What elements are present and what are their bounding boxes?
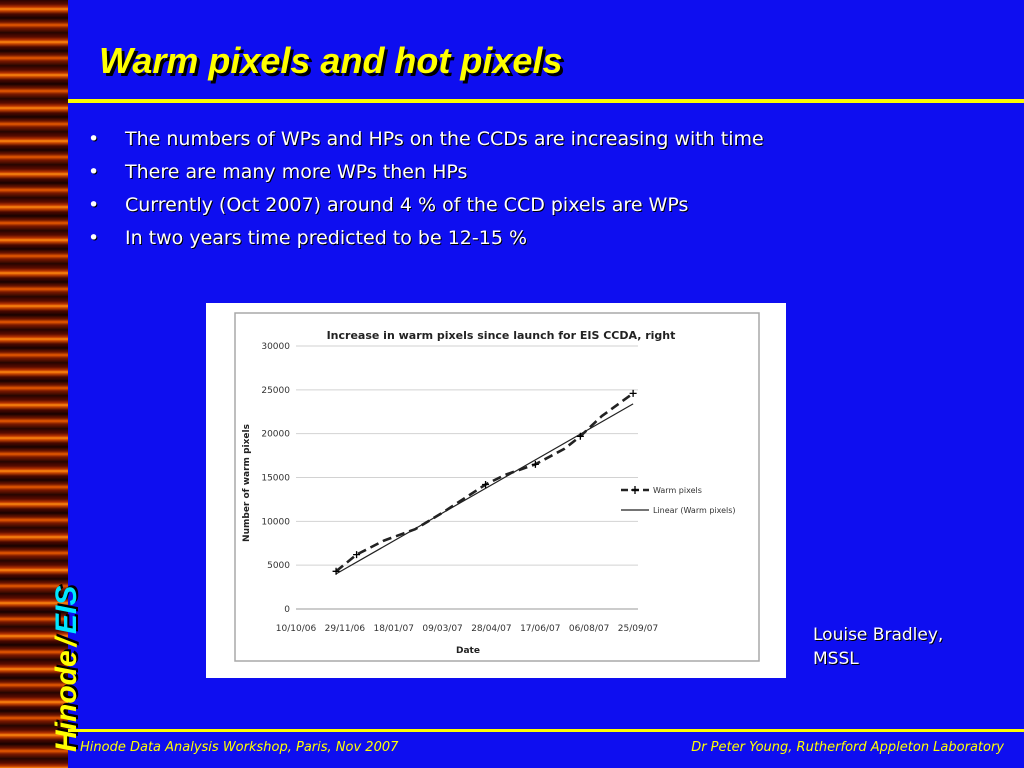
chart-panel: Increase in warm pixels since launch for… [206,303,786,678]
y-tick-label: 5000 [267,561,290,571]
credit-name: Louise Bradley, [813,625,944,645]
title-divider [68,99,1024,103]
y-tick-label: 10000 [261,517,290,527]
x-tick-label: 25/09/07 [618,624,658,634]
data-point-marker [353,551,361,559]
x-tick-label: 06/08/07 [569,624,609,634]
data-point-marker [629,389,637,397]
bullet-item: In two years time predicted to be 12-15 … [88,223,764,256]
chart-title: Increase in warm pixels since launch for… [327,329,676,342]
series-line-warm-pixels [335,392,634,573]
chart-border [234,312,760,662]
legend-label: Warm pixels [653,486,702,495]
data-point-marker [332,567,340,575]
credit-text: Louise Bradley, MSSL [813,623,1013,671]
bullet-item: Currently (Oct 2007) around 4 % of the C… [88,190,764,223]
legend-marker [631,486,639,494]
y-tick-label: 0 [284,605,290,615]
x-tick-label: 18/01/07 [374,624,414,634]
footer-divider [68,729,1024,732]
x-tick-label: 10/10/06 [276,624,317,634]
y-tick-label: 25000 [261,386,290,396]
y-tick-label: 30000 [261,342,290,352]
data-point-marker [531,460,539,468]
data-point-marker [576,432,584,440]
bullet-item: There are many more WPs then HPs [88,157,764,190]
y-axis-label: Number of warm pixels [242,424,252,542]
series-line-linear-fit [335,403,634,575]
bullet-list: The numbers of WPs and HPs on the CCDs a… [88,124,764,256]
footer-author: Dr Peter Young, Rutherford Appleton Labo… [691,740,1004,755]
x-axis-label: Date [456,646,480,656]
data-point-marker [482,481,490,489]
brand-eis: EIS [50,585,83,634]
bullet-item: The numbers of WPs and HPs on the CCDs a… [88,124,764,157]
x-tick-label: 17/06/07 [520,624,560,634]
x-tick-label: 09/03/07 [422,624,462,634]
footer-event: Hinode Data Analysis Workshop, Paris, No… [80,740,399,755]
y-tick-label: 20000 [261,430,290,440]
y-tick-label: 15000 [261,474,290,484]
x-tick-label: 29/11/06 [325,624,366,634]
legend-label: Linear (Warm pixels) [653,506,736,515]
decorative-side-strip [0,0,68,768]
slide-title: Warm pixels and hot pixels [99,40,563,81]
side-brand-logo: Hinode / EIS [50,586,84,752]
brand-slash: / [50,637,83,647]
brand-hinode: Hinode [50,650,83,752]
credit-affiliation: MSSL [813,649,859,669]
x-tick-label: 28/04/07 [471,624,511,634]
warm-pixels-chart: Increase in warm pixels since launch for… [234,312,760,662]
